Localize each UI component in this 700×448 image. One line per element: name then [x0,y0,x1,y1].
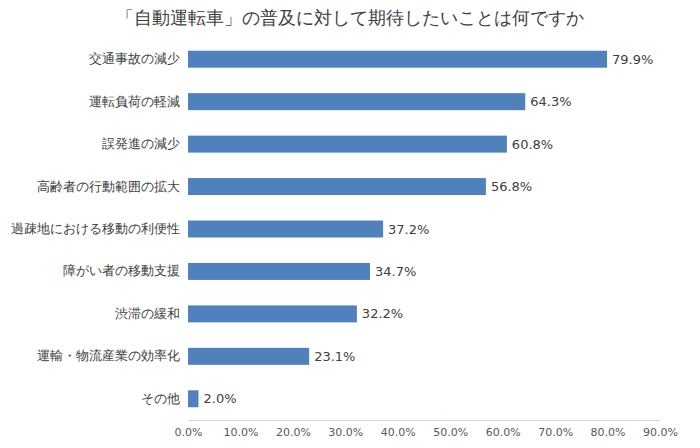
y-tick-label: 過疎地における移動の利便性 [11,221,180,236]
x-tick-label: 0.0% [175,426,203,439]
x-tick: 50.0% [433,420,468,439]
x-tick-label: 40.0% [381,426,416,439]
data-label: 23.1% [314,349,355,364]
y-tick-label: 障がい者の移動支援 [63,263,180,278]
bar [188,51,607,68]
data-label: 2.0% [203,391,236,406]
x-tick-label: 80.0% [591,426,626,439]
y-tick: 誤発進の減少 [102,136,188,151]
y-tick-label: 高齢者の行動範囲の拡大 [37,179,180,194]
bar [188,178,486,195]
y-tick: 運輸・物流産業の効率化 [37,348,188,363]
x-tick-label: 70.0% [538,426,573,439]
bar [188,305,357,322]
chart: 「自動運転車」の普及に対して期待したいことは何ですか 79.9% 64.3% 60.8… [0,0,700,448]
y-tick: 障がい者の移動支援 [63,263,188,278]
y-tick-label: その他 [141,391,180,406]
x-tick: 70.0% [538,420,573,439]
data-label: 37.2% [388,222,429,237]
x-tick-label: 30.0% [328,426,363,439]
bar [188,221,383,238]
y-tick-label: 運転負荷の軽減 [89,94,180,109]
data-label: 34.7% [375,264,416,279]
x-tick: 40.0% [381,420,416,439]
x-tick-label: 10.0% [223,426,258,439]
y-tick: 交通事故の減少 [89,51,188,66]
bar [188,263,370,280]
x-tick-label: 50.0% [433,426,468,439]
bar [188,390,198,407]
x-axis-line [189,420,661,421]
y-tick: 高齢者の行動範囲の拡大 [37,179,188,194]
bar [188,93,525,110]
x-axis: 0.0% 10.0% 20.0% 30.0% 40.0% 50.0% 60.0% 70.0% 8… [175,420,678,439]
plot: 79.9% 64.3% 60.8% 56.8% 37.2% 34.7% 32.2% 23.1%… [11,51,678,439]
y-tick: 渋滞の緩和 [115,306,188,321]
data-label: 60.8% [512,137,553,152]
x-tick: 20.0% [276,420,311,439]
data-labels: 79.9% 64.3% 60.8% 56.8% 37.2% 34.7% 32.2% 23.1%… [203,52,653,407]
y-tick-label: 交通事故の減少 [89,51,180,66]
bars [188,51,607,408]
y-tick-label: 渋滞の緩和 [115,306,180,321]
x-tick-label: 90.0% [643,426,678,439]
title: 「自動運転車」の普及に対して期待したいことは何ですか [116,7,584,28]
y-tick: その他 [141,391,188,406]
y-tick: 運転負荷の軽減 [89,94,188,109]
y-axis: 交通事故の減少運転負荷の軽減誤発進の減少高齢者の行動範囲の拡大過疎地における移動… [11,51,188,406]
x-tick: 60.0% [486,420,521,439]
y-tick-label: 運輸・物流産業の効率化 [37,348,180,363]
x-tick: 0.0% [175,420,203,439]
x-tick: 30.0% [328,420,363,439]
data-label: 56.8% [491,179,532,194]
x-tick-label: 60.0% [486,426,521,439]
data-label: 64.3% [530,94,571,109]
y-tick-label: 誤発進の減少 [102,136,180,151]
x-tick: 80.0% [591,420,626,439]
bar [188,136,507,153]
x-tick: 10.0% [223,420,258,439]
data-label: 32.2% [362,306,403,321]
data-label: 79.9% [612,52,653,67]
bar [188,348,309,365]
x-tick: 90.0% [643,420,678,439]
x-tick-label: 20.0% [276,426,311,439]
y-tick: 過疎地における移動の利便性 [11,221,188,236]
